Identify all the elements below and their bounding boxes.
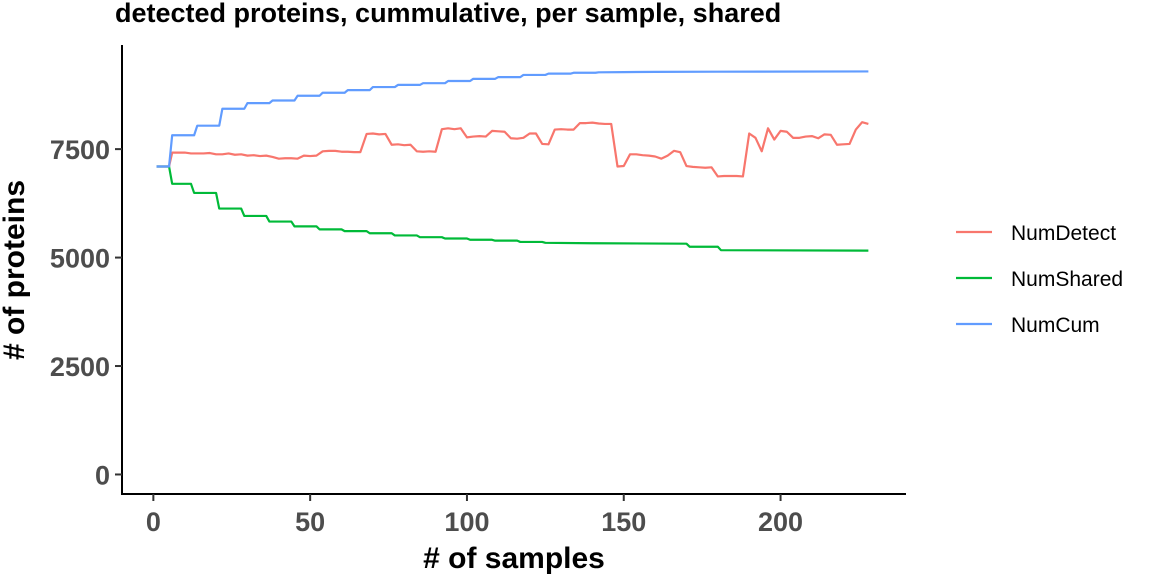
y-tick-label: 0 xyxy=(95,460,110,490)
series-line-numshared xyxy=(156,165,869,252)
y-tick-label: 5000 xyxy=(50,244,110,274)
x-tick-label: 0 xyxy=(146,507,161,537)
y-tick-label: 2500 xyxy=(50,352,110,382)
series-line-numdetect xyxy=(156,121,869,178)
legend-label-numcum: NumCum xyxy=(1011,314,1100,337)
x-tick-label: 150 xyxy=(601,507,646,537)
y-axis-title: # of proteins xyxy=(0,180,31,360)
chart-title: detected proteins, cummulative, per samp… xyxy=(115,0,781,28)
series-layer xyxy=(156,70,869,252)
series-line-numcum xyxy=(156,70,869,168)
legend-label-numdetect: NumDetect xyxy=(1011,222,1116,245)
x-tick-label: 100 xyxy=(444,507,489,537)
x-axis-ticks: 0 50 100 150 200 xyxy=(146,494,803,537)
plot-area: 0 50 100 150 200 0 2500 5000 7500 xyxy=(50,45,906,537)
legend-label-numshared: NumShared xyxy=(1011,268,1123,291)
x-axis-title: # of samples xyxy=(423,542,605,575)
legend: NumDetect NumShared NumCum xyxy=(956,222,1123,337)
x-tick-label: 200 xyxy=(758,507,803,537)
y-tick-label: 7500 xyxy=(50,135,110,165)
y-axis-ticks: 0 2500 5000 7500 xyxy=(50,135,122,490)
x-tick-label: 50 xyxy=(295,507,325,537)
